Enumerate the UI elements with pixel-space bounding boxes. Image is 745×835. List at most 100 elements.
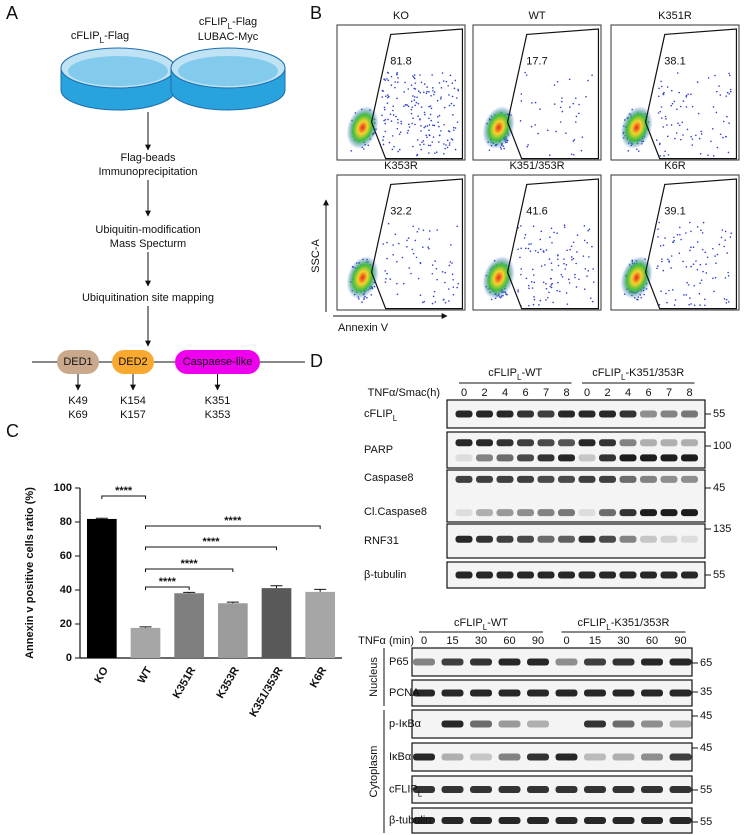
dot xyxy=(426,136,428,139)
dot xyxy=(533,298,536,301)
dish-liquid xyxy=(68,56,168,86)
dot xyxy=(531,287,534,289)
band xyxy=(441,786,464,793)
dot xyxy=(565,264,568,266)
band xyxy=(455,571,473,579)
band xyxy=(537,454,555,462)
dot xyxy=(563,226,566,228)
site: K154 xyxy=(120,395,146,407)
band xyxy=(612,786,635,793)
dot xyxy=(555,130,557,133)
dot xyxy=(456,286,459,289)
band xyxy=(612,720,635,728)
dot xyxy=(410,84,413,87)
dot xyxy=(384,122,387,125)
band xyxy=(584,689,606,697)
lane-label: 15 xyxy=(446,635,458,647)
dot xyxy=(416,153,419,156)
dot xyxy=(448,104,451,107)
y-tick-label: 20 xyxy=(60,618,72,630)
dot xyxy=(456,121,459,123)
label-main: Caspase8 xyxy=(364,472,414,484)
dot xyxy=(384,79,387,81)
blot-label: PCNA xyxy=(389,687,420,699)
dot xyxy=(524,233,527,236)
dot xyxy=(673,100,676,103)
dot xyxy=(370,294,373,296)
dot xyxy=(583,239,586,242)
band xyxy=(660,475,678,483)
dot xyxy=(690,265,692,268)
dot xyxy=(568,78,571,81)
dot xyxy=(452,126,455,129)
dot xyxy=(403,105,405,107)
band xyxy=(441,753,464,761)
dot xyxy=(682,134,684,136)
dot xyxy=(701,248,704,251)
dot xyxy=(587,270,590,272)
band xyxy=(555,658,578,666)
dot xyxy=(686,128,689,131)
dot xyxy=(675,132,678,134)
dot xyxy=(550,227,553,230)
mw-label: 45 xyxy=(713,482,725,494)
dot xyxy=(392,109,394,112)
dot xyxy=(530,281,533,283)
band xyxy=(476,454,493,462)
dot xyxy=(582,255,585,257)
band xyxy=(455,475,473,483)
lane-label: 8 xyxy=(686,387,692,399)
label-main: cFLIP xyxy=(592,367,621,379)
dot xyxy=(457,89,460,92)
dot xyxy=(437,141,440,143)
dot xyxy=(662,269,665,272)
dot xyxy=(688,303,690,306)
dot xyxy=(660,85,663,88)
dot xyxy=(429,105,432,107)
group-label: cFLIPL-K351/353R xyxy=(592,367,684,382)
dot xyxy=(539,248,542,251)
band xyxy=(537,509,555,517)
dot xyxy=(696,268,699,271)
dot xyxy=(657,112,660,114)
band xyxy=(681,410,698,418)
band xyxy=(476,571,493,579)
dot xyxy=(444,147,446,150)
dot xyxy=(389,113,392,115)
dot xyxy=(683,294,685,296)
domain xyxy=(175,350,260,374)
lane-label: 30 xyxy=(617,635,629,647)
dot xyxy=(660,117,663,119)
y-tick-label: 60 xyxy=(60,550,72,562)
dot xyxy=(696,241,699,243)
dot xyxy=(449,261,452,263)
dot xyxy=(658,304,661,306)
band xyxy=(496,475,514,483)
dish-liquid xyxy=(178,56,278,86)
dot xyxy=(551,241,553,244)
dot xyxy=(431,272,434,275)
dot xyxy=(667,258,669,261)
dot xyxy=(712,247,714,250)
dot xyxy=(426,125,429,127)
dot xyxy=(566,249,568,252)
dot xyxy=(384,118,387,121)
error-bar xyxy=(139,626,152,628)
dot xyxy=(435,267,438,270)
sig-label: **** xyxy=(202,536,220,548)
dot xyxy=(456,225,458,228)
band xyxy=(527,753,549,761)
dot xyxy=(572,153,575,156)
dot xyxy=(427,144,430,147)
dot xyxy=(429,144,432,147)
band xyxy=(660,454,678,462)
band xyxy=(496,571,514,579)
step-text: Flag-beads xyxy=(120,152,176,164)
step-text: Immunoprecipitation xyxy=(98,166,197,178)
band xyxy=(555,786,578,793)
dot xyxy=(572,257,575,260)
dot xyxy=(590,297,592,299)
band xyxy=(441,658,464,666)
dot xyxy=(727,151,730,154)
dot xyxy=(434,152,436,155)
